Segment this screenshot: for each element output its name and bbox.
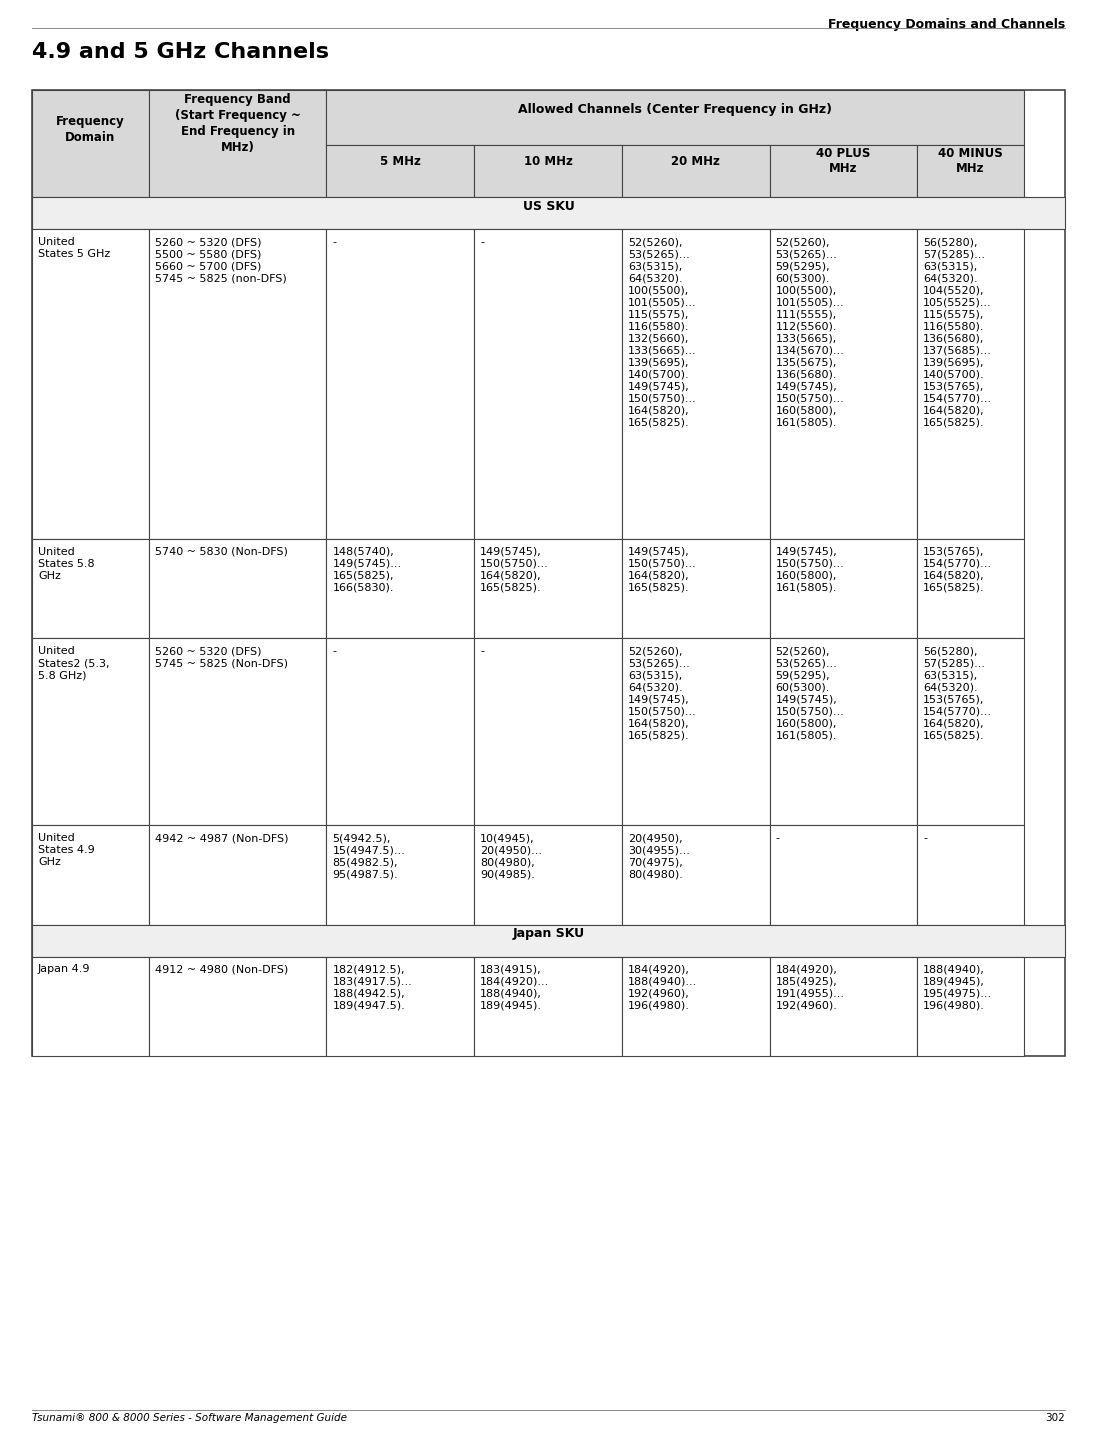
Bar [917, 825, 1024, 925]
Bar [327, 637, 474, 825]
Text: United
States2 (5.3,
5.8 GHz): United States2 (5.3, 5.8 GHz) [38, 646, 110, 680]
Text: 52(5260),
53(5265)...
59(5295),
60(5300).
100(5500),
101(5505)...
111(5555),
112: 52(5260), 53(5265)... 59(5295), 60(5300)… [776, 237, 845, 427]
Bar [149, 539, 327, 637]
Text: Frequency
Domain: Frequency Domain [56, 114, 125, 144]
Text: Japan SKU: Japan SKU [512, 927, 585, 940]
Bar [917, 229, 1024, 539]
Bar [32, 925, 1065, 956]
Text: 184(4920),
185(4925),
191(4955)...
192(4960).: 184(4920), 185(4925), 191(4955)... 192(4… [776, 965, 845, 1010]
Text: Tsunami® 800 & 8000 Series - Software Management Guide: Tsunami® 800 & 8000 Series - Software Ma… [32, 1413, 347, 1423]
Bar [474, 956, 622, 1056]
Bar [770, 825, 917, 925]
Bar [32, 637, 149, 825]
Bar [32, 229, 149, 539]
Text: 5 MHz: 5 MHz [380, 154, 421, 167]
Bar [32, 539, 149, 637]
Text: 148(5740),
149(5745)...
165(5825),
166(5830).: 148(5740), 149(5745)... 165(5825), 166(5… [332, 546, 402, 593]
Text: -: - [924, 833, 927, 843]
Bar [327, 539, 474, 637]
Text: 183(4915),
184(4920)...
188(4940),
189(4945).: 183(4915), 184(4920)... 188(4940), 189(4… [480, 965, 550, 1010]
Text: 5260 ~ 5320 (DFS)
5745 ~ 5825 (Non-DFS): 5260 ~ 5320 (DFS) 5745 ~ 5825 (Non-DFS) [155, 646, 287, 667]
Text: 188(4940),
189(4945),
195(4975)...
196(4980).: 188(4940), 189(4945), 195(4975)... 196(4… [924, 965, 993, 1010]
Bar [770, 229, 917, 539]
Text: 4912 ~ 4980 (Non-DFS): 4912 ~ 4980 (Non-DFS) [155, 965, 289, 975]
Bar [622, 637, 770, 825]
Text: 5260 ~ 5320 (DFS)
5500 ~ 5580 (DFS)
5660 ~ 5700 (DFS)
5745 ~ 5825 (non-DFS): 5260 ~ 5320 (DFS) 5500 ~ 5580 (DFS) 5660… [155, 237, 286, 283]
Text: 5740 ~ 5830 (Non-DFS): 5740 ~ 5830 (Non-DFS) [155, 546, 287, 556]
Bar [32, 90, 1065, 1056]
Text: Allowed Channels (Center Frequency in GHz): Allowed Channels (Center Frequency in GH… [518, 103, 832, 116]
Bar [622, 956, 770, 1056]
Bar [622, 825, 770, 925]
Text: Japan 4.9: Japan 4.9 [38, 965, 90, 975]
Text: -: - [332, 646, 337, 656]
Bar [327, 90, 1024, 144]
Bar [474, 229, 622, 539]
Bar [149, 825, 327, 925]
Text: 302: 302 [1045, 1413, 1065, 1423]
Bar [474, 144, 622, 197]
Bar [32, 825, 149, 925]
Bar [327, 144, 474, 197]
Bar [32, 90, 149, 197]
Text: 4.9 and 5 GHz Channels: 4.9 and 5 GHz Channels [32, 41, 329, 61]
Bar [32, 956, 149, 1056]
Text: 10(4945),
20(4950)...
80(4980),
90(4985).: 10(4945), 20(4950)... 80(4980), 90(4985)… [480, 833, 542, 879]
Bar [917, 956, 1024, 1056]
Bar [327, 956, 474, 1056]
Text: United
States 5.8
GHz: United States 5.8 GHz [38, 546, 94, 580]
Text: 182(4912.5),
183(4917.5)...
188(4942.5),
189(4947.5).: 182(4912.5), 183(4917.5)... 188(4942.5),… [332, 965, 412, 1010]
Bar [770, 956, 917, 1056]
Text: Frequency Band
(Start Frequency ~
End Frequency in
MHz): Frequency Band (Start Frequency ~ End Fr… [174, 93, 301, 154]
Text: 20(4950),
30(4955)...
70(4975),
80(4980).: 20(4950), 30(4955)... 70(4975), 80(4980)… [627, 833, 690, 879]
Bar [622, 229, 770, 539]
Bar [917, 637, 1024, 825]
Bar [32, 197, 1065, 229]
Bar [149, 637, 327, 825]
Text: -: - [480, 237, 484, 247]
Bar [770, 144, 917, 197]
Bar [770, 637, 917, 825]
Text: 40 PLUS
MHz: 40 PLUS MHz [816, 147, 871, 174]
Text: 56(5280),
57(5285)...
63(5315),
64(5320).
104(5520),
105(5525)...
115(5575),
116: 56(5280), 57(5285)... 63(5315), 64(5320)… [924, 237, 993, 427]
Bar [622, 144, 770, 197]
Text: US SKU: US SKU [522, 200, 575, 213]
Text: -: - [480, 646, 484, 656]
Bar [622, 539, 770, 637]
Text: Frequency Domains and Channels: Frequency Domains and Channels [828, 19, 1065, 31]
Bar [474, 539, 622, 637]
Bar [149, 229, 327, 539]
Text: 40 MINUS
MHz: 40 MINUS MHz [938, 147, 1003, 174]
Bar [149, 90, 327, 197]
Bar [327, 825, 474, 925]
Bar [149, 956, 327, 1056]
Text: 149(5745),
150(5750)...
164(5820),
165(5825).: 149(5745), 150(5750)... 164(5820), 165(5… [480, 546, 548, 593]
Text: 20 MHz: 20 MHz [671, 154, 720, 167]
Bar [917, 144, 1024, 197]
Text: 52(5260),
53(5265)...
59(5295),
60(5300).
149(5745),
150(5750)...
160(5800),
161: 52(5260), 53(5265)... 59(5295), 60(5300)… [776, 646, 845, 740]
Text: 5(4942.5),
15(4947.5)...
85(4982.5),
95(4987.5).: 5(4942.5), 15(4947.5)... 85(4982.5), 95(… [332, 833, 405, 879]
Text: United
States 4.9
GHz: United States 4.9 GHz [38, 833, 94, 867]
Bar [474, 825, 622, 925]
Text: -: - [776, 833, 780, 843]
Text: -: - [332, 237, 337, 247]
Bar [327, 229, 474, 539]
Text: 153(5765),
154(5770)...
164(5820),
165(5825).: 153(5765), 154(5770)... 164(5820), 165(5… [924, 546, 993, 593]
Text: 149(5745),
150(5750)...
164(5820),
165(5825).: 149(5745), 150(5750)... 164(5820), 165(5… [627, 546, 697, 593]
Text: 52(5260),
53(5265)...
63(5315),
64(5320).
149(5745),
150(5750)...
164(5820),
165: 52(5260), 53(5265)... 63(5315), 64(5320)… [627, 646, 697, 740]
Text: United
States 5 GHz: United States 5 GHz [38, 237, 111, 259]
Bar [917, 539, 1024, 637]
Text: 10 MHz: 10 MHz [523, 154, 573, 167]
Text: 4942 ~ 4987 (Non-DFS): 4942 ~ 4987 (Non-DFS) [155, 833, 289, 843]
Text: 184(4920),
188(4940)...
192(4960),
196(4980).: 184(4920), 188(4940)... 192(4960), 196(4… [627, 965, 697, 1010]
Text: 56(5280),
57(5285)...
63(5315),
64(5320).
153(5765),
154(5770)...
164(5820),
165: 56(5280), 57(5285)... 63(5315), 64(5320)… [924, 646, 993, 740]
Text: 149(5745),
150(5750)...
160(5800),
161(5805).: 149(5745), 150(5750)... 160(5800), 161(5… [776, 546, 845, 593]
Bar [474, 637, 622, 825]
Text: 52(5260),
53(5265)...
63(5315),
64(5320).
100(5500),
101(5505)...
115(5575),
116: 52(5260), 53(5265)... 63(5315), 64(5320)… [627, 237, 697, 427]
Bar [770, 539, 917, 637]
